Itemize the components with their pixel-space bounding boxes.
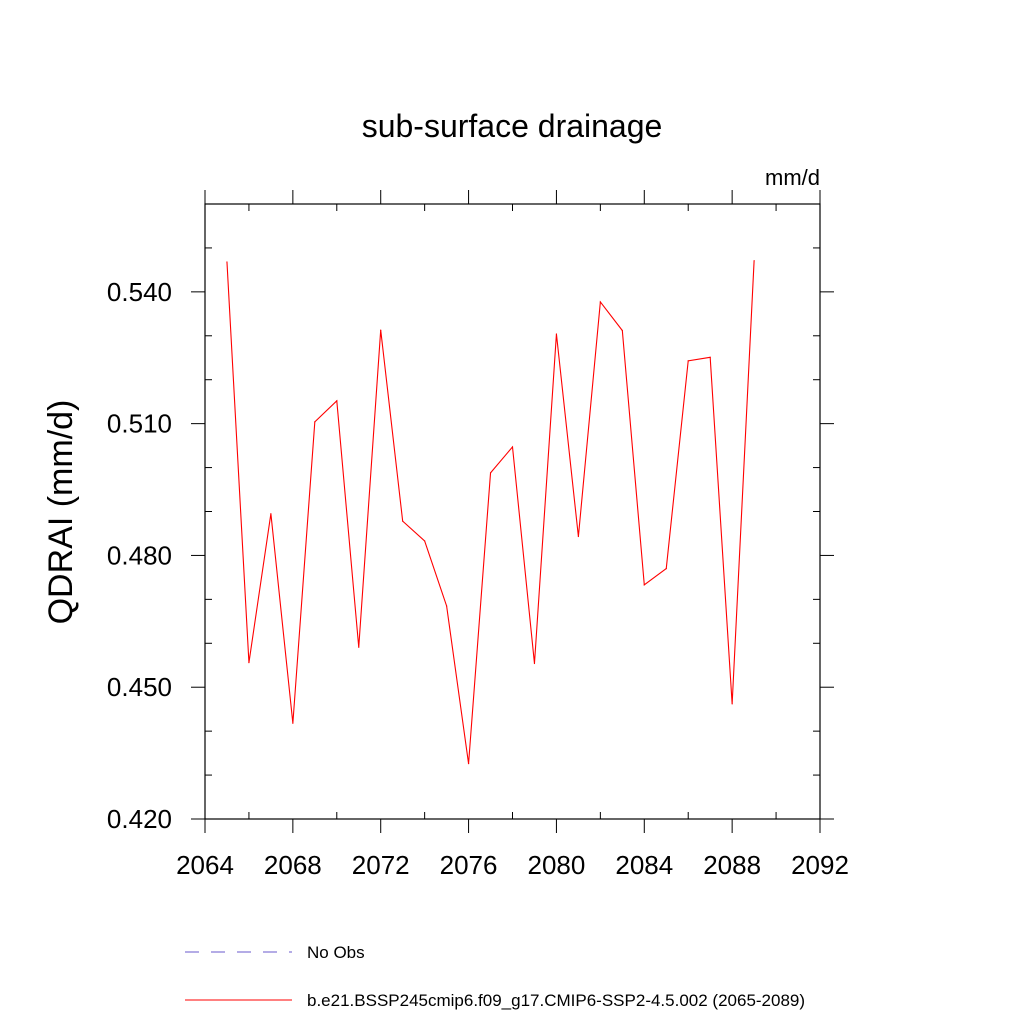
y-tick-label: 0.480 [107,540,172,570]
y-tick-label: 0.510 [107,409,172,439]
x-tick-label: 2064 [176,850,234,880]
legend-label-model-run: b.e21.BSSP245cmip6.f09_g17.CMIP6-SSP2-4.… [307,991,805,1010]
data-point [709,356,711,358]
data-point [336,400,338,402]
data-point [380,329,382,331]
y-tick-label: 0.450 [107,672,172,702]
data-point [358,646,360,648]
plot-frame [204,203,821,820]
data-point [555,333,558,335]
x-tick-label: 2072 [352,850,410,880]
series-1 [226,260,755,765]
data-point [248,662,250,664]
x-tick-label: 2080 [528,850,586,880]
data-point [467,763,470,765]
data-point [643,584,645,586]
data-point [402,520,404,522]
x-tick-label: 2092 [791,850,849,880]
chart-title: sub-surface drainage [362,108,663,144]
data-point [489,472,492,474]
series-layer [226,260,755,765]
x-tick-label: 2084 [615,850,673,880]
x-tick-label: 2088 [703,850,761,880]
data-point [731,703,733,705]
data-point [446,605,448,607]
data-point [511,446,514,448]
data-point [292,722,294,724]
x-tick-label: 2068 [264,850,322,880]
units-label: mm/d [765,165,820,190]
data-point [314,421,316,423]
data-point [577,535,579,538]
x-tick-label: 2076 [440,850,498,880]
y-tick-label: 0.540 [107,277,172,307]
data-point [424,540,426,542]
legend-label-no-obs: No Obs [307,943,365,962]
legend: No Obs b.e21.BSSP245cmip6.f09_g17.CMIP6-… [185,943,805,1010]
data-point [665,568,667,570]
y-tick-label: 0.420 [107,804,172,834]
series-line [226,260,755,764]
data-point [621,329,623,332]
axis-ticks: 2064 2068 2072 2076 2080 2084 2088 2092 0.420 0.4… [107,190,849,880]
data-point [226,261,228,263]
data-point [753,260,755,262]
y-axis-label: QDRAI (mm/d) [42,400,80,625]
data-point [687,360,689,362]
data-point [533,662,536,665]
data-point [599,301,601,303]
data-point [270,513,272,515]
